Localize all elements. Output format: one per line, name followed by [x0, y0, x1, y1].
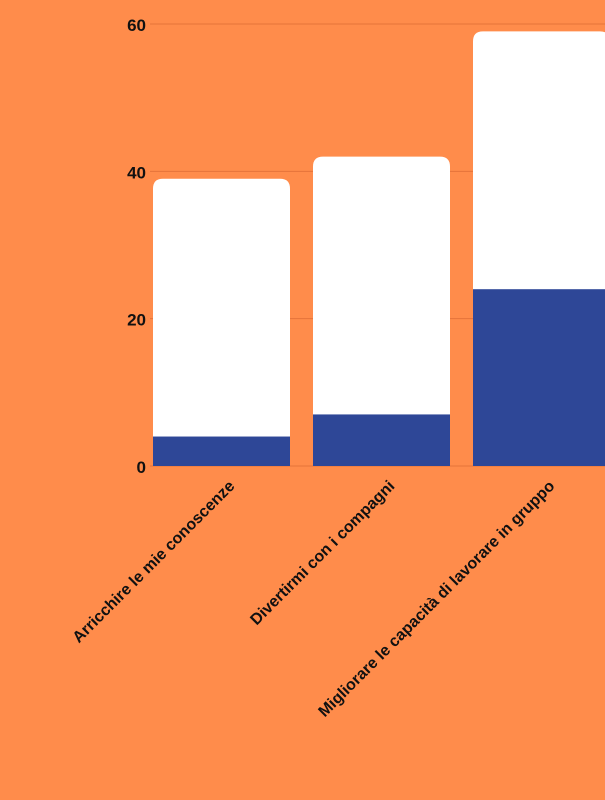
y-tick-label: 40	[127, 163, 146, 182]
bar-segment	[313, 414, 450, 466]
y-tick-label: 60	[127, 16, 146, 35]
y-tick-label: 20	[127, 311, 146, 330]
bar-segment	[473, 289, 605, 466]
y-tick-label: 0	[137, 458, 146, 477]
bar-total	[313, 156, 450, 466]
bar-total	[153, 178, 290, 466]
bar-segment	[153, 436, 290, 466]
